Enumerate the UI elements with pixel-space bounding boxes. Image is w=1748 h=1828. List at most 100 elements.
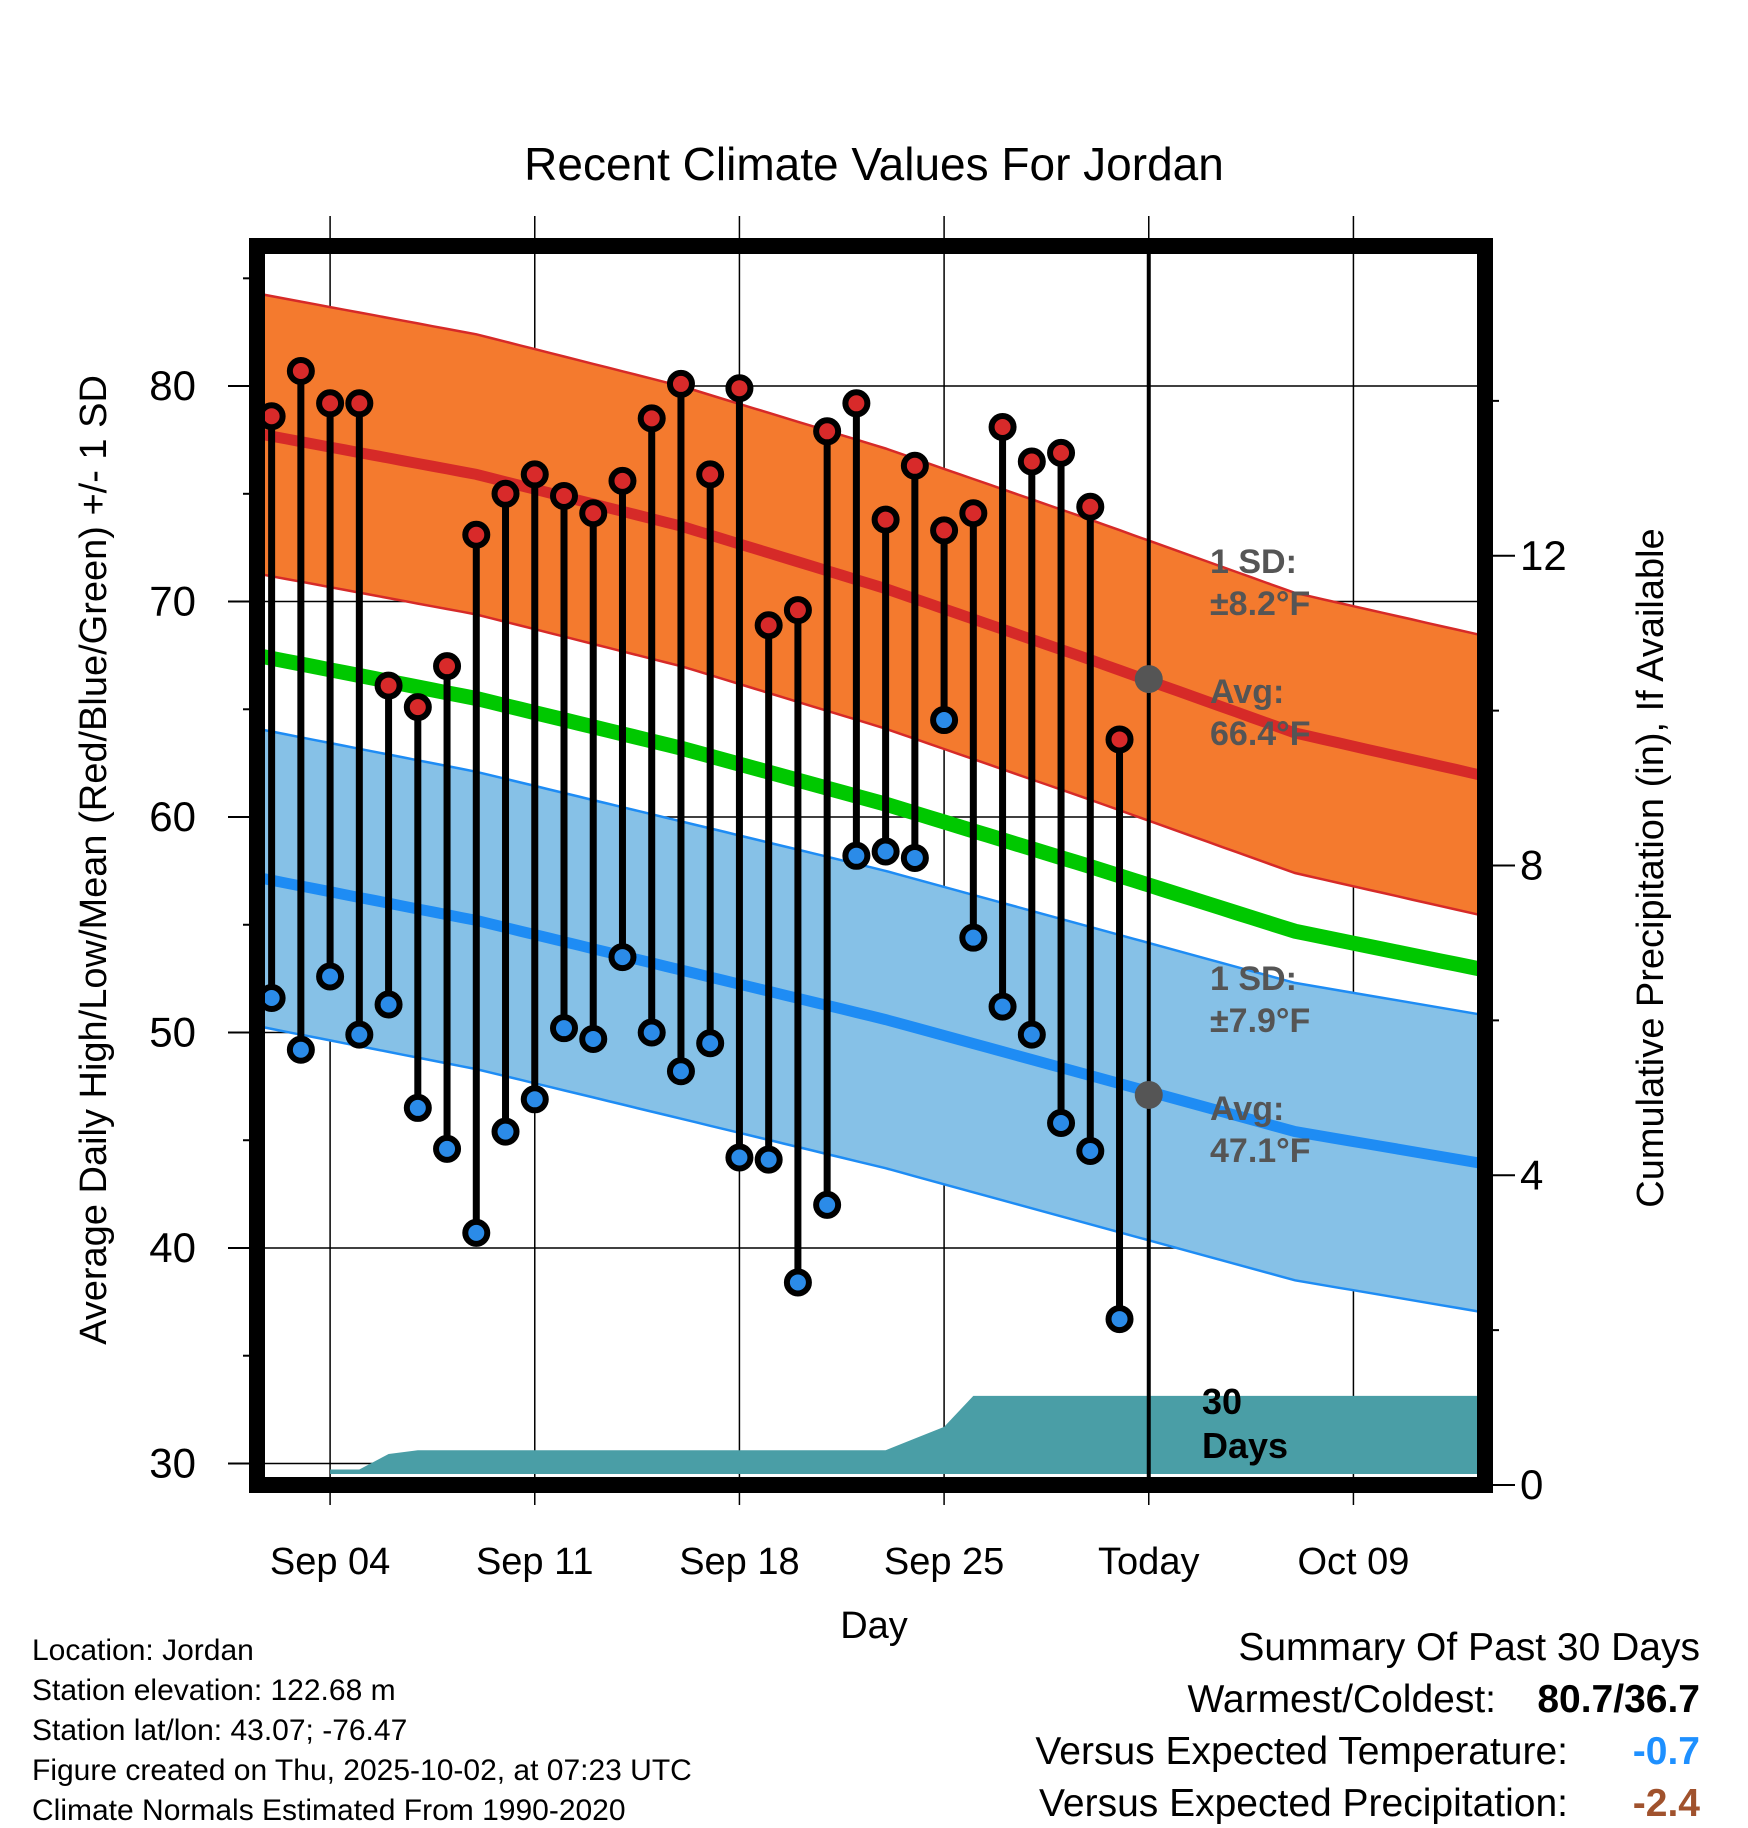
- y-tick-label: 30: [149, 1439, 196, 1486]
- y-axis-right: 0 4 8 12: [1485, 399, 1567, 1508]
- y-axis-label-left: Average Daily High/Low/Mean (Red/Blue/Gr…: [73, 375, 115, 1345]
- y-tick-label: 70: [149, 578, 196, 625]
- daily-temperature-points: [257, 356, 1134, 1334]
- daily-high-point: [1076, 492, 1105, 521]
- low-sd-value: ±7.9°F: [1210, 1002, 1310, 1040]
- daily-high-point: [988, 413, 1017, 442]
- y2-tick-label: 8: [1520, 842, 1543, 889]
- period-count: 30: [1202, 1381, 1242, 1422]
- daily-low-point: [666, 1057, 695, 1086]
- daily-high-point: [579, 499, 608, 528]
- daily-low-point: [959, 923, 988, 952]
- daily-low-point: [1105, 1305, 1134, 1334]
- precipitation-area: [330, 1395, 1485, 1474]
- daily-high-point: [316, 389, 345, 418]
- daily-high-point: [637, 404, 666, 433]
- daily-low-point: [842, 841, 871, 870]
- daily-low-point: [462, 1218, 491, 1247]
- low-sd-annotation: 1 SD:: [1210, 960, 1297, 998]
- today-high-avg-marker: [1134, 665, 1163, 694]
- high-avg-value: 66.4°F: [1210, 715, 1311, 753]
- daily-low-point: [1076, 1137, 1105, 1166]
- daily-high-point: [871, 505, 900, 534]
- y-tick-label: 40: [149, 1224, 196, 1271]
- daily-high-point: [374, 671, 403, 700]
- today-marker: [1134, 246, 1163, 1485]
- daily-low-point: [316, 962, 345, 991]
- cumulative-precipitation: [330, 1395, 1485, 1474]
- x-tick-label: Today: [1098, 1541, 1199, 1583]
- precip-anomaly-value: -2.4: [1633, 1782, 1701, 1825]
- period-unit: Days: [1202, 1425, 1288, 1466]
- daily-high-point: [696, 460, 725, 489]
- station-info: Location: Jordan Station elevation: 122.…: [32, 1634, 692, 1827]
- x-tick-label: Sep 11: [476, 1541, 594, 1583]
- daily-low-point: [433, 1134, 462, 1163]
- temp-anomaly-label: Versus Expected Temperature:: [1035, 1730, 1568, 1773]
- x-tick-label: Oct 09: [1297, 1541, 1409, 1583]
- daily-low-point: [374, 990, 403, 1019]
- chart-title: Recent Climate Values For Jordan: [524, 138, 1224, 190]
- daily-low-point: [725, 1143, 754, 1172]
- daily-high-point: [725, 374, 754, 403]
- daily-high-point: [1047, 438, 1076, 467]
- period-label: 30 Days: [1202, 1381, 1288, 1466]
- x-tick-label: Sep 18: [679, 1541, 799, 1583]
- daily-low-point: [988, 992, 1017, 1021]
- daily-range-stems: [268, 370, 1124, 1320]
- x-axis-label: Day: [840, 1605, 908, 1647]
- daily-high-point: [491, 479, 520, 508]
- daily-low-point: [1017, 1020, 1046, 1049]
- location-text: Location: Jordan: [32, 1634, 254, 1667]
- high-sd-annotation: 1 SD:: [1210, 543, 1297, 581]
- daily-low-point: [813, 1190, 842, 1219]
- daily-high-point: [1017, 447, 1046, 476]
- daily-high-point: [813, 417, 842, 446]
- high-sd-value: ±8.2°F: [1210, 585, 1310, 623]
- y2-tick-label: 12: [1520, 532, 1567, 579]
- y2-tick-label: 0: [1520, 1461, 1543, 1508]
- daily-high-point: [930, 516, 959, 545]
- daily-high-point: [520, 460, 549, 489]
- latlon-text: Station lat/lon: 43.07; -76.47: [32, 1714, 407, 1747]
- daily-high-point: [608, 466, 637, 495]
- temp-anomaly-value: -0.7: [1633, 1730, 1700, 1773]
- low-avg-annotation: Avg:: [1210, 1090, 1284, 1128]
- y-axis-label-right: Cumulative Precipitation (in), If Availa…: [1630, 528, 1672, 1207]
- daily-high-point: [462, 520, 491, 549]
- high-normal-line: [255, 428, 1485, 782]
- daily-low-point: [608, 943, 637, 972]
- daily-high-point: [842, 389, 871, 418]
- low-normal-line: [255, 871, 1485, 1170]
- summary-title: Summary Of Past 30 Days: [1238, 1626, 1700, 1669]
- daily-low-point: [637, 1018, 666, 1047]
- y-tick-label: 50: [149, 1008, 196, 1055]
- daily-low-point: [871, 837, 900, 866]
- x-axis: Sep 04 Sep 11 Sep 18 Sep 25 Today Oct 09: [270, 1541, 1410, 1583]
- daily-low-point: [696, 1029, 725, 1058]
- today-low-avg-marker: [1134, 1080, 1163, 1109]
- daily-high-point: [666, 369, 695, 398]
- daily-low-point: [754, 1145, 783, 1174]
- created-text: Figure created on Thu, 2025-10-02, at 07…: [32, 1754, 692, 1787]
- daily-high-point: [550, 481, 578, 510]
- daily-high-point: [345, 389, 374, 418]
- daily-high-point: [900, 451, 929, 480]
- warm-cold-value: 80.7/36.7: [1537, 1678, 1700, 1721]
- daily-low-point: [1047, 1108, 1076, 1137]
- daily-high-point: [286, 356, 315, 385]
- normals-text: Climate Normals Estimated From 1990-2020: [32, 1794, 626, 1827]
- summary-panel: Summary Of Past 30 Days Warmest/Coldest:…: [1035, 1626, 1700, 1825]
- low-avg-value: 47.1°F: [1210, 1132, 1311, 1170]
- daily-low-point: [403, 1093, 432, 1122]
- daily-low-point: [930, 706, 959, 735]
- elevation-text: Station elevation: 122.68 m: [32, 1674, 396, 1707]
- daily-low-point: [520, 1085, 549, 1114]
- y2-tick-label: 4: [1520, 1151, 1543, 1198]
- daily-high-point: [1105, 725, 1134, 754]
- x-tick-label: Sep 25: [884, 1541, 1004, 1583]
- daily-high-point: [403, 693, 432, 722]
- precip-anomaly-label: Versus Expected Precipitation:: [1039, 1782, 1568, 1825]
- x-tick-label: Sep 04: [270, 1541, 390, 1583]
